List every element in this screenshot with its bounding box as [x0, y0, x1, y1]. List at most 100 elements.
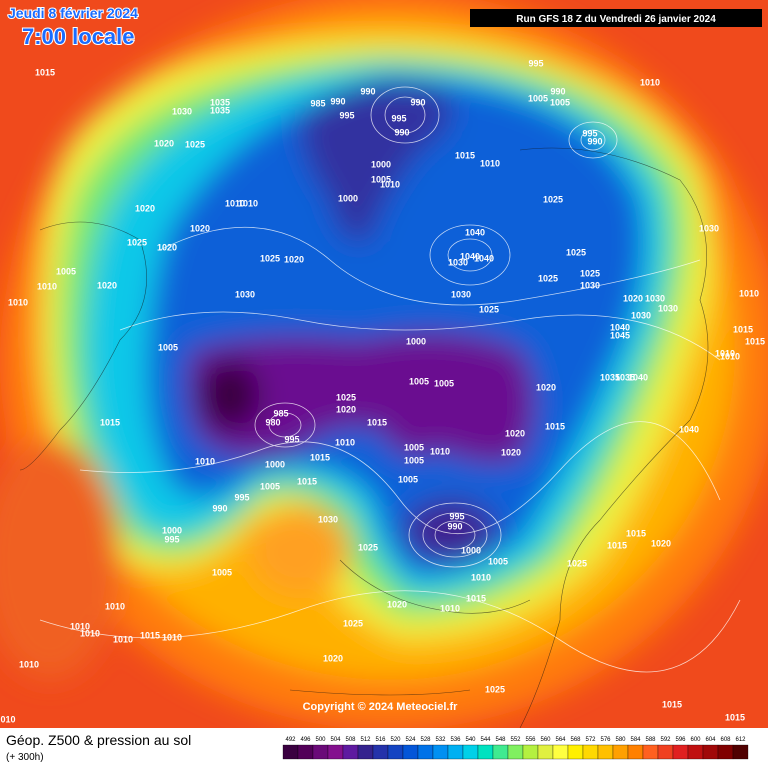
map-field: [0, 0, 768, 730]
pressure-label: 1040: [628, 372, 648, 382]
colorbar-tick-label: 492: [285, 737, 296, 743]
pressure-label: 1040: [679, 424, 699, 434]
pressure-label: 1030: [631, 310, 651, 320]
pressure-label: 1000: [265, 459, 285, 469]
colorbar: 492 496 500 504 508 512 516 520 524 528 532 536 540 5…: [282, 737, 749, 760]
colorbar-swatch: [642, 744, 659, 760]
colorbar-swatch: [387, 744, 404, 760]
pressure-label: 1010: [430, 446, 450, 456]
colorbar-tick-label: 588: [645, 737, 656, 743]
pressure-label: 1010: [70, 621, 90, 631]
pressure-label: 1015: [455, 150, 475, 160]
pressure-label: 1015: [100, 417, 120, 427]
colorbar-swatch: [282, 744, 299, 760]
pressure-label: 1030: [451, 289, 471, 299]
pressure-label: 1010: [195, 456, 215, 466]
colorbar-swatch: [417, 744, 434, 760]
isobars: [39, 86, 741, 673]
colorbar-swatch: [702, 744, 719, 760]
pressure-label: 1025: [538, 273, 558, 283]
pressure-label: 1025: [127, 237, 147, 247]
pressure-label: 1030: [699, 223, 719, 233]
colorbar-tick-label: 600: [690, 737, 701, 743]
colorbar-tick-label: 576: [600, 737, 611, 743]
pressure-label: 1010: [640, 77, 660, 87]
colorbar-swatch: [447, 744, 464, 760]
colorbar-swatch: [732, 744, 749, 760]
pressure-label: 1005: [260, 481, 280, 491]
colorbar-tick-label: 592: [660, 737, 671, 743]
pressure-label: 1025: [580, 268, 600, 278]
colorbar-swatch: [507, 744, 524, 760]
pressure-label: 1020: [284, 254, 304, 264]
pressure-label: 1030: [318, 514, 338, 524]
colorbar-swatch: [627, 744, 644, 760]
colorbar-swatch: [522, 744, 539, 760]
pressure-label: 1025: [479, 304, 499, 314]
pressure-label: 1015: [745, 336, 765, 346]
pressure-label: 1030: [235, 289, 255, 299]
pressure-label: 990: [550, 86, 565, 96]
colorbar-tick-label: 528: [420, 737, 431, 743]
colorbar-swatch: [462, 744, 479, 760]
pressure-label: 995: [582, 128, 597, 138]
pressure-label: 995: [164, 534, 179, 544]
pressure-label: 1025: [336, 392, 356, 402]
pressure-label: 1010: [8, 297, 28, 307]
geopotential-shading: [0, 0, 768, 730]
pressure-label: 1015: [545, 421, 565, 431]
pressure-label: 1020: [157, 242, 177, 252]
colorbar-swatch: [672, 744, 689, 760]
colorbar-swatch: [402, 744, 419, 760]
colorbar-tick-label: 548: [495, 737, 506, 743]
pressure-label: 1025: [485, 684, 505, 694]
pressure-label: 985: [273, 408, 288, 418]
colorbar-swatch: [492, 744, 509, 760]
colorbar-tick-label: 508: [345, 737, 356, 743]
colorbar-tick-label: 504: [330, 737, 341, 743]
colorbar-swatch: [477, 744, 494, 760]
pressure-label: 1015: [140, 630, 160, 640]
pressure-label: 1010: [471, 572, 491, 582]
pressure-label: 1045: [610, 330, 630, 340]
pressure-label: 1030: [580, 280, 600, 290]
colorbar-swatch: [597, 744, 614, 760]
pressure-label: 995: [528, 58, 543, 68]
coastlines: [19, 147, 709, 729]
colorbar-swatch: [657, 744, 674, 760]
colorbar-tick-label: 552: [510, 737, 521, 743]
colorbar-tick-label: 520: [390, 737, 401, 743]
pressure-label: 1035: [210, 105, 230, 115]
pressure-label: 1020: [323, 653, 343, 663]
colorbar-swatch: [552, 744, 569, 760]
pressure-label: 990: [360, 86, 375, 96]
colorbar-swatch: [612, 744, 629, 760]
pressure-label: 1010: [80, 628, 100, 638]
pressure-label: 1000: [461, 545, 481, 555]
colorbar-swatch: [537, 744, 554, 760]
colorbar-swatch: [342, 744, 359, 760]
pressure-label: 1010: [739, 288, 759, 298]
pressure-label: 990: [587, 136, 602, 146]
colorbar-tick-label: 580: [615, 737, 626, 743]
pressure-label: 1025: [358, 542, 378, 552]
pressure-label: 990: [212, 503, 227, 513]
footer-lead: (+ 300h): [6, 752, 44, 763]
pressure-label: 990: [330, 96, 345, 106]
pressure-label: 1015: [662, 699, 682, 709]
pressure-label: 1010: [238, 198, 258, 208]
colorbar-tick-label: 604: [705, 737, 716, 743]
time-label: 7:00 locale: [22, 24, 135, 49]
pressure-label: 1035: [210, 97, 230, 107]
pressure-label: 1010: [720, 351, 740, 361]
pressure-label: 1015: [725, 712, 745, 722]
pressure-label: 1015: [733, 324, 753, 334]
pressure-label: 1010: [19, 659, 39, 669]
colorbar-tick-label: 524: [405, 737, 416, 743]
colorbar-tick-label: 500: [315, 737, 326, 743]
pressure-label: 1005: [398, 474, 418, 484]
